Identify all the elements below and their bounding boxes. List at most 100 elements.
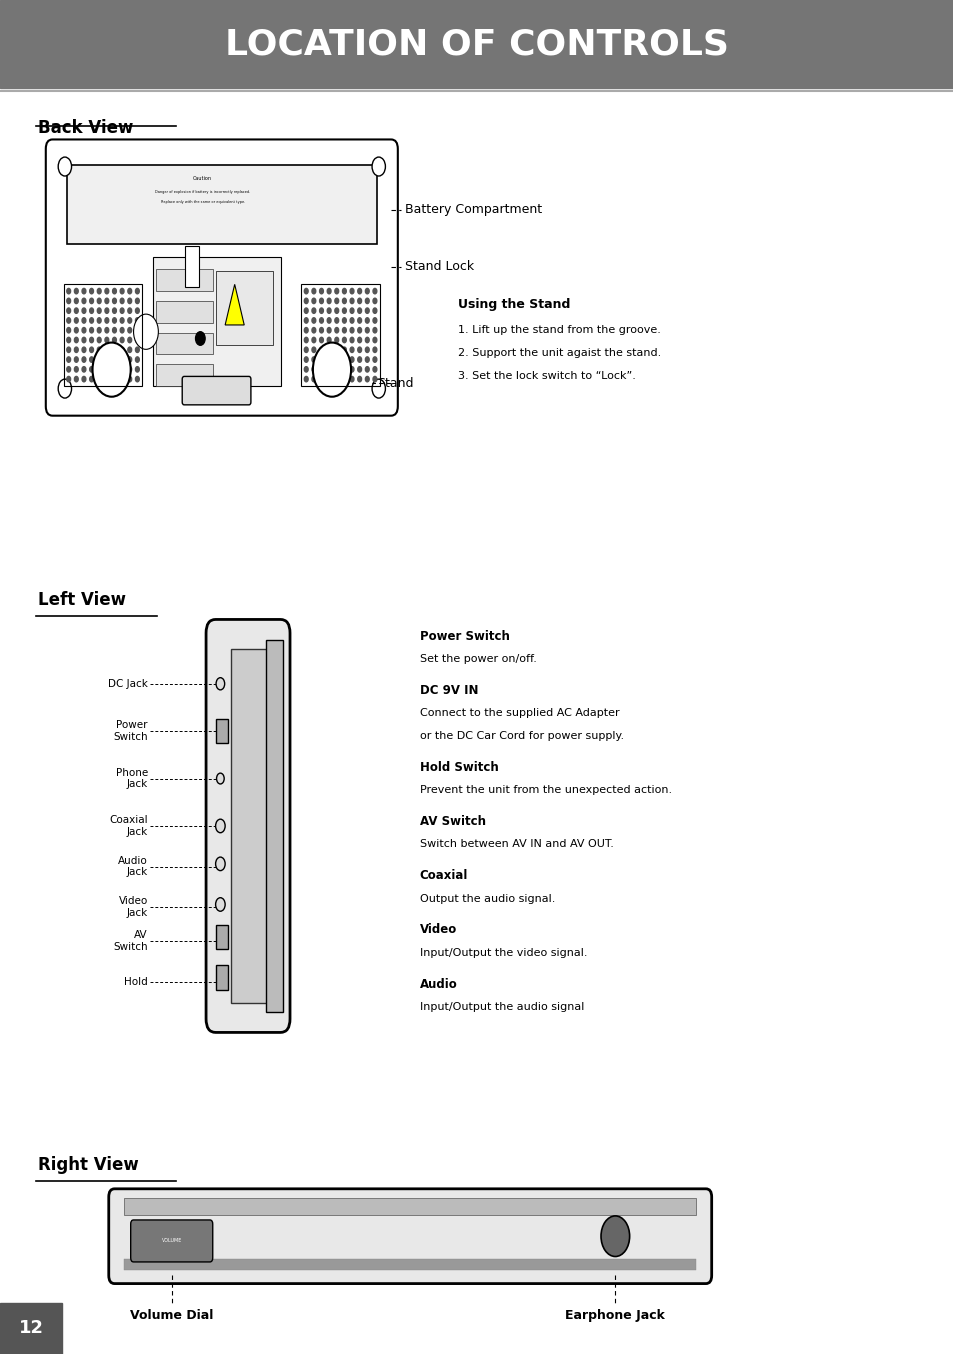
Text: Right View: Right View	[38, 1156, 139, 1174]
FancyBboxPatch shape	[131, 1220, 213, 1262]
Circle shape	[128, 367, 132, 372]
Circle shape	[105, 357, 109, 363]
Circle shape	[365, 347, 369, 352]
Circle shape	[128, 328, 132, 333]
Circle shape	[372, 379, 385, 398]
Circle shape	[82, 318, 86, 324]
Circle shape	[67, 357, 71, 363]
Text: Left View: Left View	[38, 592, 126, 609]
Circle shape	[327, 367, 331, 372]
Circle shape	[372, 157, 385, 176]
Circle shape	[105, 328, 109, 333]
Text: 1. Lift up the stand from the groove.: 1. Lift up the stand from the groove.	[457, 325, 660, 334]
Circle shape	[195, 332, 205, 345]
Circle shape	[357, 307, 361, 313]
Circle shape	[120, 318, 124, 324]
Circle shape	[373, 347, 376, 352]
Bar	[124, 1198, 696, 1215]
Circle shape	[90, 298, 93, 303]
Text: DC 9V IN: DC 9V IN	[419, 684, 477, 697]
Circle shape	[90, 288, 93, 294]
Circle shape	[97, 337, 101, 343]
Circle shape	[92, 343, 131, 397]
Circle shape	[319, 307, 323, 313]
Circle shape	[97, 288, 101, 294]
Circle shape	[120, 328, 124, 333]
Bar	[152, 257, 281, 386]
Circle shape	[82, 337, 86, 343]
Circle shape	[319, 328, 323, 333]
Circle shape	[135, 357, 139, 363]
Circle shape	[319, 357, 323, 363]
Circle shape	[74, 298, 78, 303]
Circle shape	[90, 318, 93, 324]
Circle shape	[215, 857, 225, 871]
Circle shape	[365, 307, 369, 313]
Circle shape	[112, 376, 116, 382]
Circle shape	[365, 337, 369, 343]
Circle shape	[335, 318, 338, 324]
Text: Hold Switch: Hold Switch	[419, 761, 498, 774]
Circle shape	[105, 307, 109, 313]
Text: AV Switch: AV Switch	[419, 815, 485, 829]
Circle shape	[327, 328, 331, 333]
Text: Connect to the supplied AC Adapter: Connect to the supplied AC Adapter	[419, 708, 618, 718]
Circle shape	[135, 376, 139, 382]
Circle shape	[312, 288, 315, 294]
Circle shape	[335, 347, 338, 352]
Circle shape	[105, 288, 109, 294]
Text: Volume Dial: Volume Dial	[130, 1309, 213, 1323]
Circle shape	[74, 367, 78, 372]
Circle shape	[335, 328, 338, 333]
Circle shape	[67, 318, 71, 324]
Circle shape	[120, 298, 124, 303]
Circle shape	[350, 298, 354, 303]
Circle shape	[304, 367, 308, 372]
Circle shape	[67, 298, 71, 303]
Circle shape	[327, 376, 331, 382]
Circle shape	[120, 288, 124, 294]
Bar	[231, 650, 267, 1002]
Circle shape	[342, 337, 346, 343]
Circle shape	[319, 288, 323, 294]
Circle shape	[128, 307, 132, 313]
Text: Coaxial
Jack: Coaxial Jack	[110, 815, 148, 837]
Circle shape	[342, 307, 346, 313]
Circle shape	[58, 157, 71, 176]
Circle shape	[357, 337, 361, 343]
Text: Output the audio signal.: Output the audio signal.	[419, 894, 555, 903]
Circle shape	[342, 318, 346, 324]
Circle shape	[357, 328, 361, 333]
Circle shape	[135, 318, 139, 324]
Text: Back View: Back View	[38, 119, 133, 137]
Circle shape	[365, 328, 369, 333]
Circle shape	[135, 367, 139, 372]
Circle shape	[335, 288, 338, 294]
Circle shape	[97, 357, 101, 363]
Circle shape	[128, 347, 132, 352]
Circle shape	[97, 298, 101, 303]
Bar	[185, 246, 199, 287]
Circle shape	[90, 357, 93, 363]
Text: Battery Compartment: Battery Compartment	[405, 203, 542, 217]
Circle shape	[82, 288, 86, 294]
Circle shape	[82, 357, 86, 363]
Circle shape	[365, 367, 369, 372]
Circle shape	[373, 367, 376, 372]
Bar	[124, 1259, 696, 1270]
Circle shape	[82, 298, 86, 303]
Circle shape	[365, 298, 369, 303]
Circle shape	[215, 898, 225, 911]
Circle shape	[58, 379, 71, 398]
Circle shape	[319, 318, 323, 324]
Circle shape	[128, 298, 132, 303]
Circle shape	[128, 288, 132, 294]
Circle shape	[319, 298, 323, 303]
Circle shape	[97, 307, 101, 313]
Circle shape	[135, 347, 139, 352]
Circle shape	[350, 318, 354, 324]
Circle shape	[304, 337, 308, 343]
Text: Power
Switch: Power Switch	[113, 720, 148, 742]
Circle shape	[327, 318, 331, 324]
Circle shape	[135, 307, 139, 313]
